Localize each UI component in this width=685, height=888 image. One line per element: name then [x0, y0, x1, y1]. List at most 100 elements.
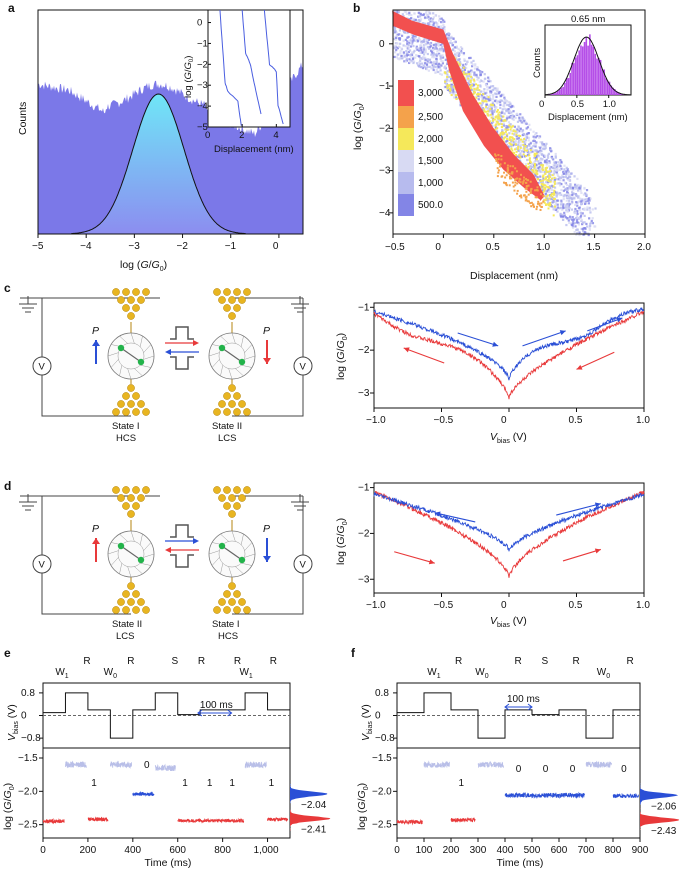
panel-a-inset-ytick: −1 [197, 38, 208, 49]
d-xtick: 0 [501, 600, 507, 611]
panel-d-blue-trace [373, 492, 645, 552]
panel-c-blue-trace [373, 306, 645, 381]
f-op-label: W1 [427, 667, 440, 680]
f-state-label: 0 [621, 764, 627, 775]
panel-label-a: a [8, 1, 15, 15]
e-op-label: R [234, 656, 241, 667]
panel-b-colorbar-label: 2,000 [418, 134, 443, 145]
f-xtick: 200 [443, 845, 460, 856]
e-state-label: 1 [182, 778, 188, 789]
f-xtick: 400 [497, 845, 514, 856]
panel-c-arrows [403, 317, 623, 370]
c-xtick: −1.0 [366, 415, 386, 426]
f-ytick-top: −0.8 [375, 733, 395, 744]
e-peak-high: −2.04 [301, 800, 327, 811]
f-state-label: 0 [543, 764, 549, 775]
polarization-label: P [263, 325, 270, 337]
e-ytick-top: −0.8 [21, 733, 41, 744]
panel-a-xtick: 0 [273, 241, 279, 252]
panel-a: a −5 −4 −3 −2 −1 0 log (G/G0) Counts 0−1−2−3−… [8, 1, 304, 273]
panel-b-inset-xtick: 1.0 [603, 99, 616, 110]
c-xtick: −0.5 [434, 415, 454, 426]
voltmeter-label: V [300, 362, 307, 373]
e-ylabel-bot: log (G/G0) [2, 783, 16, 830]
panel-b: b 3,000 2,500 2,000 1,500 1,000 500.0 −0.5 0 0.… [352, 1, 651, 282]
panel-b-colorbar-label: 2,500 [418, 112, 443, 123]
polarization-label: P [263, 523, 270, 535]
f-op-label: R [573, 656, 580, 667]
panel-b-inset-ylabel: Counts [532, 48, 543, 78]
panel-a-inset-ytick: −3 [197, 80, 208, 91]
panel-a-inset-ytick: −4 [197, 101, 208, 112]
e-op-label: R [270, 656, 277, 667]
e-scalebar-label: 100 ms [200, 700, 233, 711]
panel-b-inset-xlabel: Displacement (nm) [548, 112, 628, 123]
panel-b-ytick: −1 [379, 81, 391, 92]
f-op-label: R [455, 656, 462, 667]
f-xtick: 900 [632, 845, 649, 856]
panel-b-ytick: −4 [379, 208, 391, 219]
panel-b-xtick: 2.0 [637, 242, 651, 253]
d-ytick: −3 [358, 574, 370, 585]
panel-a-inset-xlabel: Displacement (nm) [214, 144, 294, 155]
d-xtick: 0.5 [569, 600, 583, 611]
panel-b-inset-histogram [546, 34, 629, 95]
panel-a-inset-xtick: 2 [239, 130, 244, 141]
polarization-label: P [92, 325, 99, 337]
c-ytick: −1 [358, 302, 370, 313]
panel-a-frame [37, 9, 304, 235]
e-state-label: 0 [144, 760, 150, 771]
panel-b-ytick: 0 [379, 39, 385, 50]
panel-c-ylabel: log (G/G0) [335, 333, 349, 380]
panel-a-inset-ytick: 0 [197, 18, 202, 29]
panel-a-inset-traces [219, 9, 284, 126]
panel-b-inset-xtick: 0.5 [571, 99, 584, 110]
d-xtick: 1.0 [636, 600, 650, 611]
panel-a-inset-ytick: −2 [197, 59, 208, 70]
panel-d-ticks: −1.0 −0.5 0 0.5 1.0 −1 −2 −3 [358, 483, 650, 611]
panel-b-xtick: 0.5 [486, 242, 500, 253]
f-xtick: 700 [578, 845, 595, 856]
c-ytick: −3 [358, 388, 370, 399]
panel-a-xtick: −2 [177, 241, 189, 252]
f-scalebar-label: 100 ms [507, 694, 540, 705]
panel-b-ytick: −3 [379, 166, 391, 177]
panel-c-ticks: −1.0 −0.5 0 0.5 1.0 −1 −2 −3 [358, 302, 650, 426]
e-xlabel: Time (ms) [145, 857, 192, 869]
panel-c-plot: −1.0 −0.5 0 0.5 1.0 −1 −2 −3 Vbias (V) log (G/G… [335, 302, 650, 445]
e-state-label: 1 [229, 778, 235, 789]
panel-a-xtick: −5 [32, 241, 44, 252]
e-ylabel-top: Vbias (V) [6, 704, 20, 741]
e-xtick: 400 [124, 845, 141, 856]
panel-b-colorbar-label: 3,000 [418, 88, 443, 99]
polarization-label: P [92, 523, 99, 535]
panel-d-xlabel: Vbias (V) [490, 615, 527, 629]
f-ytick-bot: −2.0 [372, 786, 392, 797]
panel-b-colorbar-label: 1,500 [418, 156, 443, 167]
panel-d-red-trace [373, 491, 645, 578]
state-left-cs: LCS [116, 631, 134, 642]
e-xtick: 800 [214, 845, 231, 856]
panel-b-xtick: 1.5 [587, 242, 601, 253]
panel-b-ytick: −2 [379, 123, 391, 134]
e-op-label: S [171, 656, 178, 667]
panel-a-inset-xtick: 0 [205, 130, 210, 141]
panel-label-b: b [353, 1, 360, 15]
f-ytick-top: 0 [375, 711, 381, 722]
f-xlabel: Time (ms) [497, 857, 544, 869]
e-op-label: W1 [239, 667, 252, 680]
d-ytick: −2 [358, 528, 370, 539]
panel-label-e: e [4, 646, 11, 660]
c-xtick: 0 [501, 415, 507, 426]
e-ytick-top: 0.8 [21, 688, 35, 699]
e-op-label: W0 [104, 667, 117, 680]
panel-b-xtick: 0 [435, 242, 441, 253]
panel-a-ylabel: Counts [17, 102, 29, 135]
panel-a-xtick: −1 [225, 241, 237, 252]
panel-b-xtick: 1.0 [536, 242, 550, 253]
d-xtick: −0.5 [434, 600, 454, 611]
f-op-label: R [514, 656, 521, 667]
panel-a-inset-ylabel: log (G/G0) [183, 56, 195, 98]
